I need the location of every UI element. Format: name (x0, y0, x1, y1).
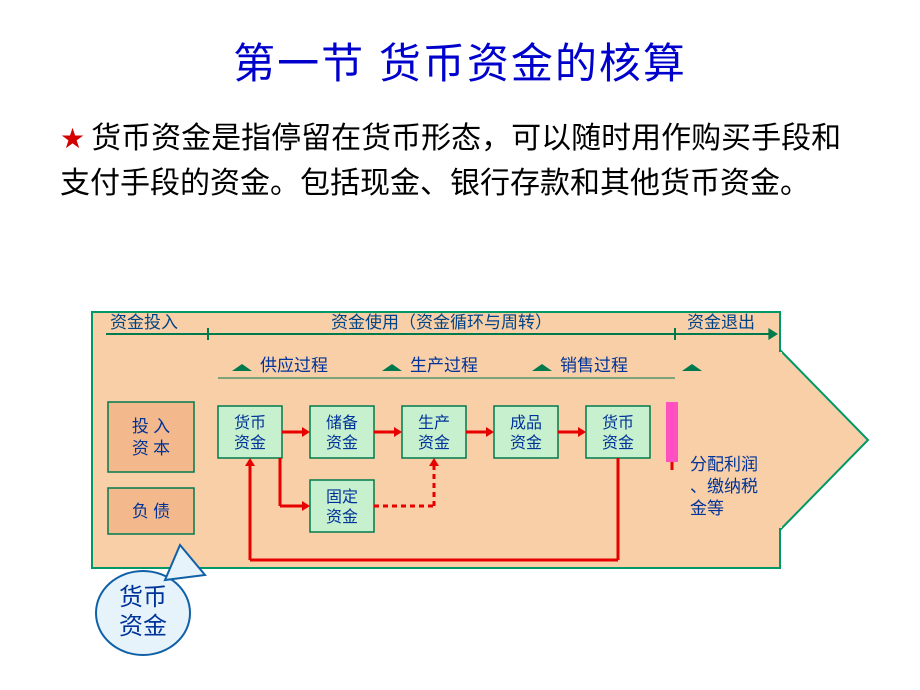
star-icon: ★ (60, 123, 85, 154)
intro-paragraph: ★货币资金是指停留在货币形态，可以随时用作购买手段和支付手段的资金。包括现金、银… (0, 91, 920, 216)
callout-pointer (150, 535, 230, 595)
page-title: 第一节 货币资金的核算 (0, 0, 920, 91)
svg-text:资金退出: 资金退出 (687, 313, 755, 332)
svg-text:供应过程: 供应过程 (260, 356, 328, 375)
svg-text:资 本: 资 本 (132, 439, 170, 458)
svg-text:成品: 成品 (510, 414, 542, 432)
svg-text:资金投入: 资金投入 (110, 313, 178, 332)
callout-line2: 资金 (119, 613, 167, 640)
svg-text:资金: 资金 (326, 508, 358, 526)
svg-text:金等: 金等 (690, 499, 724, 518)
svg-text:负 债: 负 债 (132, 502, 170, 521)
intro-text: 货币资金是指停留在货币形态，可以随时用作购买手段和支付手段的资金。包括现金、银行… (60, 122, 841, 200)
svg-text:货币: 货币 (234, 414, 266, 432)
svg-text:资金: 资金 (234, 434, 266, 452)
svg-text:固定: 固定 (326, 488, 358, 506)
svg-text:资金: 资金 (326, 434, 358, 452)
svg-text:投 入: 投 入 (132, 417, 170, 436)
callout-bubble: 货币 资金 (95, 570, 191, 656)
svg-text:销售过程: 销售过程 (560, 356, 628, 375)
svg-text:分配利润: 分配利润 (690, 455, 758, 474)
svg-text:储备: 储备 (326, 414, 358, 432)
svg-text:货币: 货币 (602, 414, 634, 432)
svg-text:资金: 资金 (418, 434, 450, 452)
svg-text:资金: 资金 (510, 434, 542, 452)
svg-text:资金使用（资金循环与周转）: 资金使用（资金循环与周转） (331, 312, 552, 332)
svg-text:资金: 资金 (602, 434, 634, 452)
svg-text:、缴纳税: 、缴纳税 (690, 477, 758, 496)
svg-text:生产: 生产 (418, 414, 450, 432)
svg-text:生产过程: 生产过程 (410, 356, 478, 375)
